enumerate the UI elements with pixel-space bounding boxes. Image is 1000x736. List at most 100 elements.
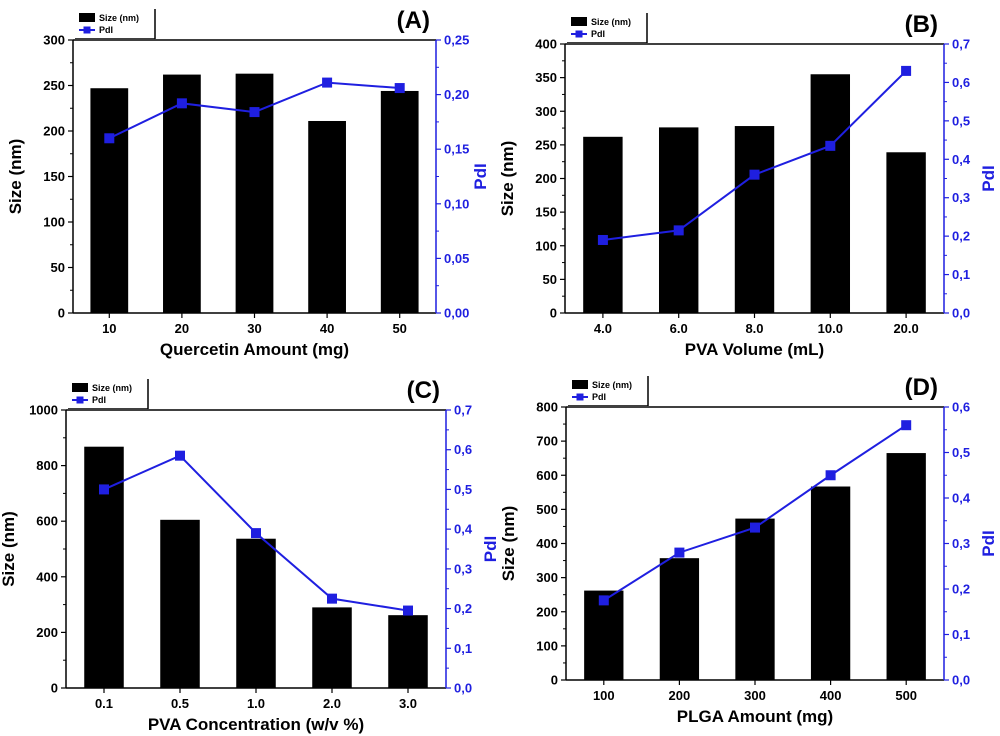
pdi-marker [597,234,608,245]
legend-label-size: Size (nm) [591,17,631,27]
y2-tick-label: 0,7 [952,37,970,52]
size-bar [659,558,700,680]
x-tick-label: 500 [895,688,917,703]
y-tick-label: 200 [535,171,557,186]
chart-panel-1: 0 50 100 150 200 250 300 0,00 0,05 0,10 0,15 0,20 0,… [6,7,490,359]
y2-tick-label: 0,0 [454,681,472,696]
y-tick-label: 300 [536,570,558,585]
legend-label-pdi: PdI [592,392,606,402]
x-tick-label: 200 [669,688,691,703]
legend: Size (nm) PdI [567,12,648,44]
y-tick-label: 300 [43,33,65,48]
y-tick-label: 350 [535,70,557,85]
pdi-marker [750,522,760,533]
pdi-marker [104,133,115,144]
y2-tick-label: 0,6 [952,400,970,415]
x-tick-label: 3.0 [399,696,417,711]
y2-tick-label: 0,5 [454,482,472,497]
pdi-marker [901,65,912,76]
x-axis-label: PVA Volume (mL) [685,340,824,359]
x-tick-label: 30 [247,321,261,336]
legend-marker-pdi [83,26,91,34]
y2-tick-label: 0,6 [454,442,472,457]
pdi-marker [825,140,836,151]
x-tick-label: 10 [102,321,116,336]
y2-axis-label: PdI [979,530,998,556]
y2-tick-label: 0,0 [952,673,970,688]
legend: Size (nm) PdI [568,375,649,407]
legend-label-size: Size (nm) [99,13,139,23]
y2-tick-label: 0,0 [952,306,970,321]
x-tick-label: 2.0 [323,696,341,711]
y-tick-label: 500 [536,502,558,517]
size-bar [160,519,200,688]
y-tick-label: 100 [535,238,557,253]
size-bar [583,136,623,313]
y2-tick-label: 0,5 [952,113,970,128]
y-tick-label: 100 [43,215,65,230]
legend-label-size: Size (nm) [92,383,132,393]
pdi-marker [251,528,261,539]
x-tick-label: 8.0 [745,321,763,336]
pdi-marker [674,547,685,558]
x-tick-label: 4.0 [594,321,612,336]
legend-label-pdi: PdI [92,395,106,405]
y-tick-label: 200 [536,604,558,619]
x-axis-label: PVA Concentration (w/v %) [148,715,364,734]
panel-label: (B) [905,11,938,38]
x-tick-label: 6.0 [670,321,688,336]
size-bar [584,590,624,680]
pdi-marker [394,83,405,94]
y-tick-label: 250 [43,78,65,93]
y-tick-label: 800 [536,400,558,415]
size-bar [810,486,851,680]
y-tick-label: 800 [36,458,58,473]
size-bar [90,88,129,313]
y2-tick-label: 0,00 [444,306,469,321]
y2-tick-label: 0,15 [444,142,469,157]
x-axis-label: Quercetin Amount (mg) [160,340,349,359]
legend-label-pdi: PdI [99,25,113,35]
y-tick-label: 200 [43,124,65,139]
size-bar [886,152,926,313]
size-bar [388,615,428,688]
y-tick-label: 0 [51,681,58,696]
chart-panel-3: 0 200 400 600 800 1000 0,0 0,1 0,2 0,3 0,4 0,5 0,6 0,… [0,377,500,734]
y2-tick-label: 0,4 [952,152,971,167]
y-tick-label: 400 [535,37,557,52]
pdi-marker [673,225,684,236]
y-tick-label: 200 [36,625,58,640]
pdi-marker [327,593,337,604]
pdi-marker [249,107,260,118]
y-axis-label: Size (nm) [0,511,18,587]
y2-tick-label: 0,3 [952,190,970,205]
y-tick-label: 600 [536,468,558,483]
y-tick-label: 50 [543,272,557,287]
legend: Size (nm) PdI [75,8,156,40]
x-tick-label: 100 [593,688,615,703]
x-tick-label: 40 [320,321,334,336]
y-tick-label: 0 [58,306,65,321]
y-tick-label: 50 [51,260,65,275]
x-tick-label: 10.0 [818,321,843,336]
x-tick-label: 300 [744,688,766,703]
pdi-marker [825,470,836,481]
y-tick-label: 1000 [29,403,58,418]
size-bar [735,518,775,680]
legend-swatch-size [571,17,587,26]
size-bar [308,120,346,314]
x-tick-label: 20 [175,321,189,336]
legend-label-size: Size (nm) [592,380,632,390]
pdi-marker [322,77,333,88]
y2-axis-label: PdI [481,536,500,562]
y2-tick-label: 0,1 [952,627,970,642]
y2-tick-label: 0,1 [952,267,970,282]
y2-tick-label: 0,2 [454,601,472,616]
y-axis-label: Size (nm) [6,139,25,215]
y-tick-label: 300 [535,104,557,119]
legend-swatch-size [79,13,95,22]
y2-tick-label: 0,5 [952,445,970,460]
chart-panel-2: 0 50 100 150 200 250 300 350 400 0,0 0,1 0,2 0,3 0,4 0… [498,11,998,359]
y-tick-label: 700 [536,434,558,449]
